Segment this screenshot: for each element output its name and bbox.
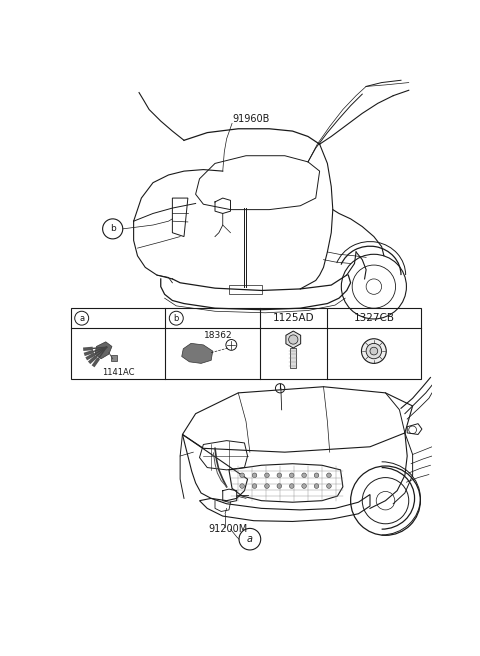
Circle shape [277,473,282,478]
Text: 1141AC: 1141AC [102,369,134,377]
Circle shape [326,483,331,488]
Circle shape [264,473,269,478]
Circle shape [361,338,386,363]
Text: b: b [174,314,179,323]
Text: 1327CB: 1327CB [353,313,395,323]
Polygon shape [286,331,300,348]
Circle shape [314,483,319,488]
Text: 91200M: 91200M [209,524,248,534]
Text: 18362: 18362 [204,331,232,340]
Circle shape [288,335,298,344]
Circle shape [252,483,257,488]
Circle shape [314,473,319,478]
Circle shape [302,473,306,478]
Text: b: b [110,224,116,234]
Circle shape [289,483,294,488]
Circle shape [370,347,378,355]
Polygon shape [290,348,296,368]
Circle shape [252,473,257,478]
Circle shape [366,343,382,359]
Text: a: a [247,534,253,544]
Polygon shape [95,342,112,359]
Polygon shape [111,355,118,361]
Circle shape [326,473,331,478]
Text: a: a [79,314,84,323]
Circle shape [240,473,244,478]
Polygon shape [182,343,213,363]
Text: 1125AD: 1125AD [273,313,314,323]
Circle shape [240,483,244,488]
Text: 91960B: 91960B [232,113,269,124]
Circle shape [264,483,269,488]
Circle shape [289,473,294,478]
Circle shape [302,483,306,488]
Circle shape [277,483,282,488]
